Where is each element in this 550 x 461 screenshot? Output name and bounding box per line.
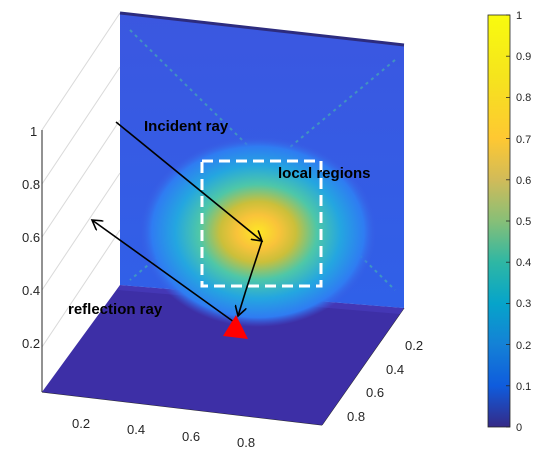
y-tick: 0.4 <box>386 362 404 377</box>
incident-ray-arrow <box>115 121 262 241</box>
colorbar-tick-label: 1 <box>516 10 522 22</box>
reflection-ray-arrow <box>92 220 235 323</box>
incident-ray-label: Incident ray <box>144 118 229 135</box>
colorbar-tick-label: 0.8 <box>516 92 531 104</box>
source-marker <box>223 315 248 339</box>
y-tick: 0.6 <box>366 385 384 400</box>
x-tick: 0.8 <box>237 435 255 450</box>
x-axis-ticks: 0.2 0.4 0.6 0.8 <box>72 416 255 450</box>
colorbar-tick-label: 0 <box>516 422 522 434</box>
colorbar-tick-label: 0.9 <box>516 51 531 63</box>
z-tick: 0.6 <box>22 230 40 245</box>
y-axis-ticks: 0.2 0.4 0.6 0.8 <box>347 338 423 424</box>
colorbar-tick-label: 0.4 <box>516 257 531 269</box>
colorbar-tick-label: 0.1 <box>516 381 531 393</box>
y-tick: 0.8 <box>347 409 365 424</box>
x-tick: 0.4 <box>127 422 145 437</box>
x-tick: 0.2 <box>72 416 90 431</box>
wall-top-edge <box>119 11 405 47</box>
z-axis-ticks: 0.2 0.4 0.6 0.8 1 <box>22 124 40 351</box>
local-regions-label: local regions <box>278 165 371 182</box>
floor-surface <box>42 285 404 425</box>
colorbar-tick-label: 0.7 <box>516 134 531 146</box>
colorbar-tick-label: 0.3 <box>516 298 531 310</box>
colorbar-tick-label: 0.2 <box>516 340 531 352</box>
colorbar-labels: 0 0.1 0.2 0.3 0.4 0.5 0.6 0.7 0.8 0.9 1 <box>516 10 531 434</box>
reflected-path-arrow <box>238 240 263 316</box>
colorbar-tick-label: 0.6 <box>516 175 531 187</box>
z-tick: 0.2 <box>22 336 40 351</box>
colorbar-tick-label: 0.5 <box>516 216 531 228</box>
reflection-ray-label: reflection ray <box>68 301 163 318</box>
z-tick: 0.4 <box>22 283 40 298</box>
z-tick: 0.8 <box>22 177 40 192</box>
local-region-box <box>200 159 323 288</box>
x-tick: 0.6 <box>182 429 200 444</box>
z-tick: 1 <box>30 124 37 139</box>
y-tick: 0.2 <box>405 338 423 353</box>
colorbar-ticks <box>506 14 510 428</box>
